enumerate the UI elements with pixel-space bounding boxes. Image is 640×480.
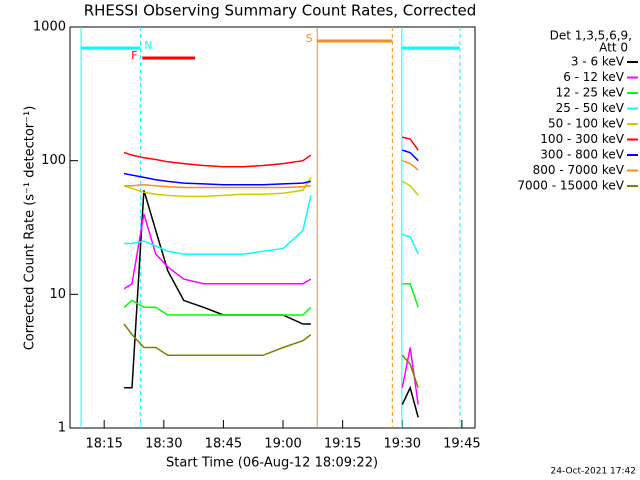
- legend-label: 25 - 50 keV: [556, 101, 625, 115]
- legend-label: 50 - 100 keV: [548, 117, 625, 131]
- y-axis-label: Corrected Count Rate (s⁻¹ detector⁻¹): [23, 106, 38, 351]
- x-tick-label: 18:15: [85, 437, 122, 452]
- y-tick-label: 1000: [33, 20, 66, 35]
- legend-label: 12 - 25 keV: [556, 86, 625, 100]
- legend-title: Att 0: [599, 41, 628, 55]
- interval-label: S: [306, 32, 313, 45]
- legend-label: 100 - 300 keV: [540, 132, 624, 146]
- x-tick-label: 18:45: [205, 437, 242, 452]
- series-line: [123, 323, 419, 389]
- legend-label: 3 - 6 keV: [571, 55, 625, 69]
- series-line: [123, 177, 419, 198]
- series-line: [124, 190, 419, 418]
- series-line: [123, 282, 419, 316]
- x-axis-label: Start Time (06-Aug-12 18:09:22): [166, 456, 378, 471]
- y-tick-label: 100: [41, 153, 66, 168]
- x-tick-label: 19:00: [264, 437, 301, 452]
- legend-label: 300 - 800 keV: [540, 148, 624, 162]
- legend-label: 800 - 7000 keV: [533, 163, 625, 177]
- legend-label: 7000 - 15000 keV: [517, 179, 624, 193]
- x-tick-label: 19:15: [324, 437, 361, 452]
- series-line: [123, 213, 419, 405]
- footer-date: 24-Oct-2021 17:42: [551, 467, 636, 477]
- legend-label: 6 - 12 keV: [563, 70, 625, 84]
- series-line: [124, 195, 419, 255]
- legend-title: Det 1,3,5,6,9,: [550, 29, 632, 43]
- x-tick-label: 19:45: [443, 437, 480, 452]
- x-tick-label: 19:30: [384, 437, 421, 452]
- interval-label: N: [144, 39, 152, 52]
- interval-label: F: [131, 49, 137, 62]
- y-tick-label: 1: [58, 421, 66, 436]
- x-tick-label: 18:30: [145, 437, 182, 452]
- plot-frame: [69, 26, 476, 429]
- series-line: [124, 159, 419, 189]
- series-line: [123, 149, 419, 186]
- chart-title: RHESSI Observing Summary Count Rates, Co…: [84, 2, 477, 20]
- series-line: [123, 136, 419, 168]
- y-tick-label: 10: [49, 287, 66, 302]
